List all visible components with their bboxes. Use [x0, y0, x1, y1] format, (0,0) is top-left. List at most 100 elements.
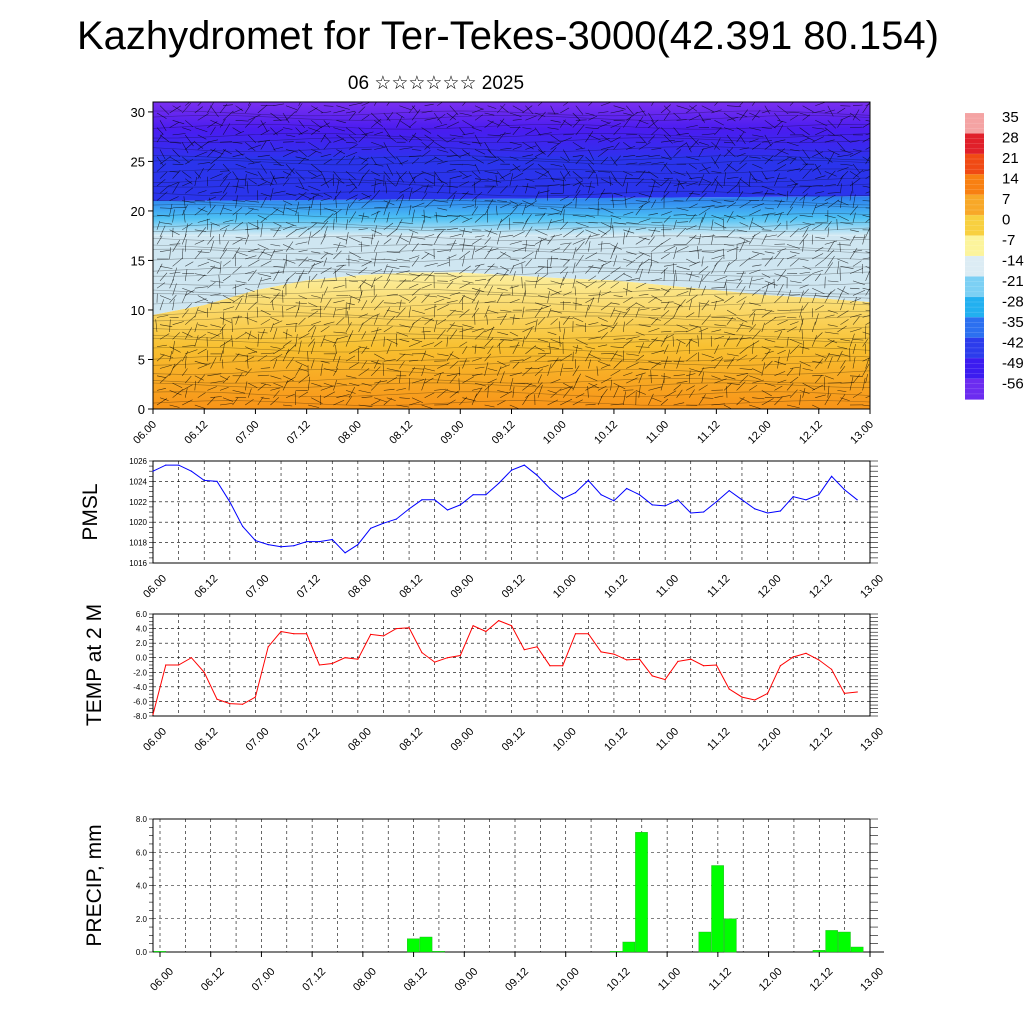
wind-barb: [597, 360, 611, 367]
wind-barb: [169, 105, 181, 114]
wind-barb: [270, 271, 284, 274]
wind-barb: [421, 273, 434, 277]
wind-barb: [383, 238, 392, 245]
wind-barb: [446, 390, 460, 394]
wind-barb: [801, 329, 803, 340]
wind-barb: [865, 309, 870, 312]
wind-barb: [802, 382, 815, 390]
wind-barb: [799, 394, 801, 406]
wind-barb: [487, 228, 493, 238]
wind-barb: [749, 375, 761, 380]
wind-barb: [270, 171, 277, 184]
wind-barb: [219, 302, 232, 304]
wind-barb: [786, 190, 789, 201]
wind-barb: [424, 178, 434, 185]
wind-barb: [522, 394, 530, 406]
wind-barb: [849, 151, 861, 158]
wind-barb: [182, 331, 193, 338]
wind-barb: [777, 212, 782, 223]
wind-barb: [635, 331, 645, 336]
wind-barb: [676, 266, 690, 271]
wind-barb: [235, 105, 244, 112]
wind-barb: [207, 386, 217, 391]
wind-barb: [424, 318, 433, 325]
wind-barb: [865, 191, 870, 194]
wind-barb: [711, 356, 723, 362]
wind-barb: [411, 172, 424, 179]
wind-barb: [613, 255, 618, 267]
wind-barb: [499, 313, 508, 325]
wind-barb: [575, 147, 586, 150]
wind-barb: [500, 266, 510, 271]
wind-barb: [197, 251, 210, 253]
wind-barb: [396, 156, 403, 166]
wind-barb: [307, 338, 315, 347]
wind-barb: [323, 251, 334, 255]
wind-barb: [815, 236, 826, 240]
wind-barb: [408, 296, 417, 304]
wind-barb: [462, 280, 474, 284]
wind-barb: [550, 309, 562, 314]
wind-barb: [273, 320, 283, 325]
wind-barb: [736, 131, 745, 143]
wind-barb: [622, 174, 627, 187]
wind-barb: [320, 153, 332, 158]
wind-barb: [852, 280, 865, 286]
wind-barb: [361, 212, 365, 223]
wind-barb: [361, 157, 369, 165]
wind-barb: [686, 258, 697, 264]
wind-barb: [663, 334, 674, 340]
wind-barb: [270, 156, 282, 166]
wind-barb: [749, 138, 759, 143]
y-tick-label: 30: [131, 105, 145, 120]
wind-barb: [865, 287, 870, 296]
wind-barb: [487, 159, 500, 165]
wind-barb: [764, 213, 769, 223]
wind-barb: [648, 112, 654, 122]
wind-barb: [774, 316, 786, 318]
wind-barb: [169, 346, 181, 353]
wind-barb: [509, 298, 520, 304]
wind-barb: [282, 277, 290, 289]
pmsl-data-point: [434, 499, 436, 501]
wind-barb: [651, 350, 665, 355]
temp-series-line: [152, 620, 858, 715]
wind-barb: [424, 117, 437, 121]
wind-barb: [736, 317, 748, 323]
wind-barb: [509, 378, 514, 391]
wind-barb: [777, 284, 784, 296]
wind-barb: [320, 252, 329, 260]
wind-barb: [298, 120, 305, 128]
wind-barb: [534, 151, 546, 158]
wind-barb: [777, 395, 791, 398]
wind-barb: [386, 251, 401, 254]
wind-barb: [295, 307, 300, 318]
wind-barb: [701, 146, 714, 150]
wind-barb: [307, 376, 311, 391]
y-tick-label: 0: [138, 402, 145, 417]
wind-barb: [345, 194, 358, 201]
wind-barb: [184, 327, 193, 340]
wind-barb: [610, 217, 612, 230]
wind-barb: [749, 253, 759, 260]
wind-barb: [824, 276, 826, 289]
temp-x-tick-label: 10.00: [551, 726, 579, 754]
wind-barb: [247, 269, 257, 282]
wind-barb: [698, 394, 706, 406]
wind-barb: [222, 295, 235, 302]
pmsl-data-point: [472, 494, 474, 496]
wind-barb: [815, 202, 829, 209]
wind-barb: [824, 156, 833, 163]
wind-barb: [245, 156, 255, 164]
wind-barb: [837, 346, 848, 349]
wind-barb: [348, 280, 359, 283]
contour-line: [153, 324, 870, 331]
wind-barb: [509, 112, 522, 118]
wind-barb: [311, 397, 323, 404]
wind-barb: [752, 163, 763, 169]
wind-barb: [711, 200, 722, 204]
wind-barb: [424, 199, 435, 209]
y-tick-label: 5: [138, 352, 145, 367]
wind-barb: [496, 366, 502, 376]
wind-barb: [824, 262, 834, 274]
